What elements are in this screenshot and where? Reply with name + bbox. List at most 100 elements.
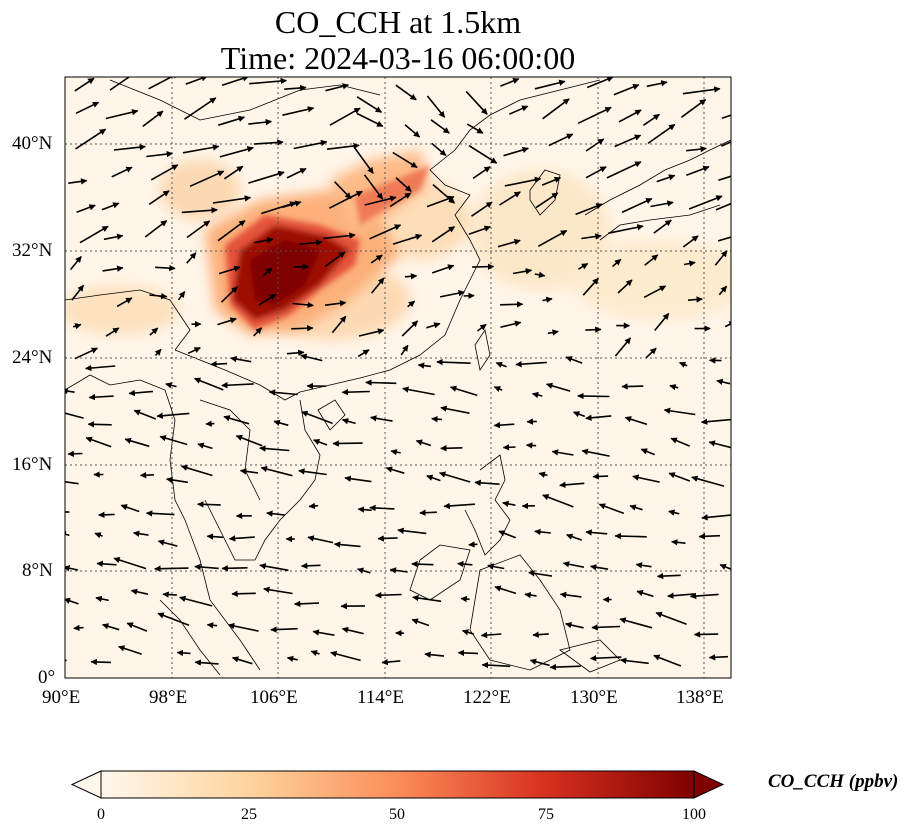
wind-arrow — [219, 146, 254, 158]
wind-arrow — [629, 504, 643, 511]
wind-arrow — [401, 320, 419, 337]
wind-arrow — [720, 140, 731, 147]
wind-arrow — [142, 110, 164, 128]
colorbar-tick-100: 100 — [682, 806, 706, 823]
wind-arrow — [461, 629, 475, 636]
wind-arrow — [341, 388, 370, 396]
wind-arrow — [298, 468, 327, 476]
colorbar-tick-0: 0 — [97, 806, 105, 823]
wind-arrow — [460, 595, 470, 603]
wind-arrow — [65, 597, 79, 605]
colorbar-extend-high — [693, 770, 725, 799]
wind-arrow — [312, 629, 335, 636]
wind-arrow — [324, 251, 346, 268]
wind-arrow — [431, 415, 443, 423]
wind-arrow — [613, 83, 640, 96]
wind-arrow — [708, 440, 731, 449]
wind-arrow — [440, 445, 463, 452]
wind-arrow — [503, 146, 529, 157]
wind-arrow — [504, 176, 542, 187]
wind-arrow — [719, 563, 731, 571]
y-tick-24N: 24°N — [12, 347, 53, 368]
wind-arrow — [194, 659, 219, 666]
wind-arrow — [534, 271, 546, 278]
wind-arrow — [166, 476, 188, 484]
y-tick-0: 0° — [38, 667, 56, 688]
wind-arrow — [227, 622, 259, 632]
wind-arrow — [636, 589, 654, 598]
wind-arrow — [549, 663, 581, 671]
wind-arrow — [300, 562, 321, 570]
wind-arrow — [644, 254, 659, 266]
wind-arrow — [718, 175, 731, 182]
wind-arrow — [411, 618, 430, 627]
wind-arrow — [162, 591, 177, 598]
wind-arrow — [392, 233, 423, 245]
wind-arrow — [577, 262, 589, 270]
wind-arrow — [96, 560, 117, 568]
wind-arrow — [656, 572, 681, 580]
wind-arrow — [156, 412, 190, 419]
wind-arrow — [499, 191, 521, 206]
wind-arrow — [69, 255, 82, 271]
wind-arrow — [85, 436, 112, 448]
map-frame — [64, 76, 732, 679]
wind-arrow — [381, 658, 401, 666]
wind-arrow — [472, 263, 495, 270]
wind-arrow — [668, 509, 680, 516]
wind-arrow — [693, 631, 719, 638]
wind-arrow — [614, 337, 632, 357]
wind-arrow — [189, 170, 225, 188]
wind-arrow — [500, 77, 520, 87]
gridlines — [65, 77, 731, 678]
wind-arrow — [253, 139, 284, 146]
wind-arrow — [586, 77, 614, 89]
wind-arrow — [72, 323, 82, 330]
wind-arrow — [577, 106, 612, 125]
wind-arrow — [154, 565, 189, 572]
wind-arrow — [668, 472, 691, 482]
wind-arrow — [79, 225, 109, 244]
wind-arrow — [71, 284, 85, 301]
wind-arrow — [457, 649, 479, 657]
wind-arrow — [253, 237, 274, 244]
wind-arrow — [646, 80, 668, 88]
wind-arrow — [541, 176, 561, 186]
wind-arrow — [139, 471, 154, 479]
wind-arrow — [404, 124, 421, 138]
wind-arrow — [532, 631, 549, 638]
wind-arrow — [356, 567, 371, 574]
wind-arrow — [680, 98, 707, 118]
wind-arrow — [293, 600, 320, 608]
wind-arrow — [621, 197, 653, 214]
wind-arrow — [105, 109, 139, 120]
wind-arrow — [377, 535, 398, 542]
wind-arrow — [65, 531, 70, 538]
wind-arrow — [332, 440, 363, 447]
wind-arrow — [598, 503, 625, 515]
wind-arrow — [682, 235, 699, 248]
wind-arrow — [128, 389, 154, 397]
wind-arrow — [468, 225, 491, 236]
wind-arrow — [116, 297, 133, 308]
wind-arrow — [217, 317, 237, 326]
wind-arrow — [326, 142, 360, 150]
wind-arrow — [75, 101, 100, 115]
wind-arrow — [363, 174, 384, 200]
concentration-field — [65, 77, 731, 678]
wind-arrow — [542, 494, 574, 508]
wind-arrow — [390, 448, 401, 456]
wind-arrow — [715, 200, 731, 211]
wind-arrow — [611, 258, 622, 268]
colorbar-tick-25: 25 — [241, 806, 257, 823]
wind-arrow — [400, 344, 409, 356]
wind-arrow — [585, 138, 605, 152]
wind-arrow — [585, 326, 602, 333]
wind-arrow — [502, 444, 516, 451]
wind-arrow — [88, 393, 114, 401]
wind-arrow — [431, 226, 456, 243]
wind-arrow — [624, 416, 648, 426]
wind-arrow — [581, 448, 610, 457]
wind-arrow — [614, 134, 642, 148]
wind-arrow — [565, 621, 584, 629]
